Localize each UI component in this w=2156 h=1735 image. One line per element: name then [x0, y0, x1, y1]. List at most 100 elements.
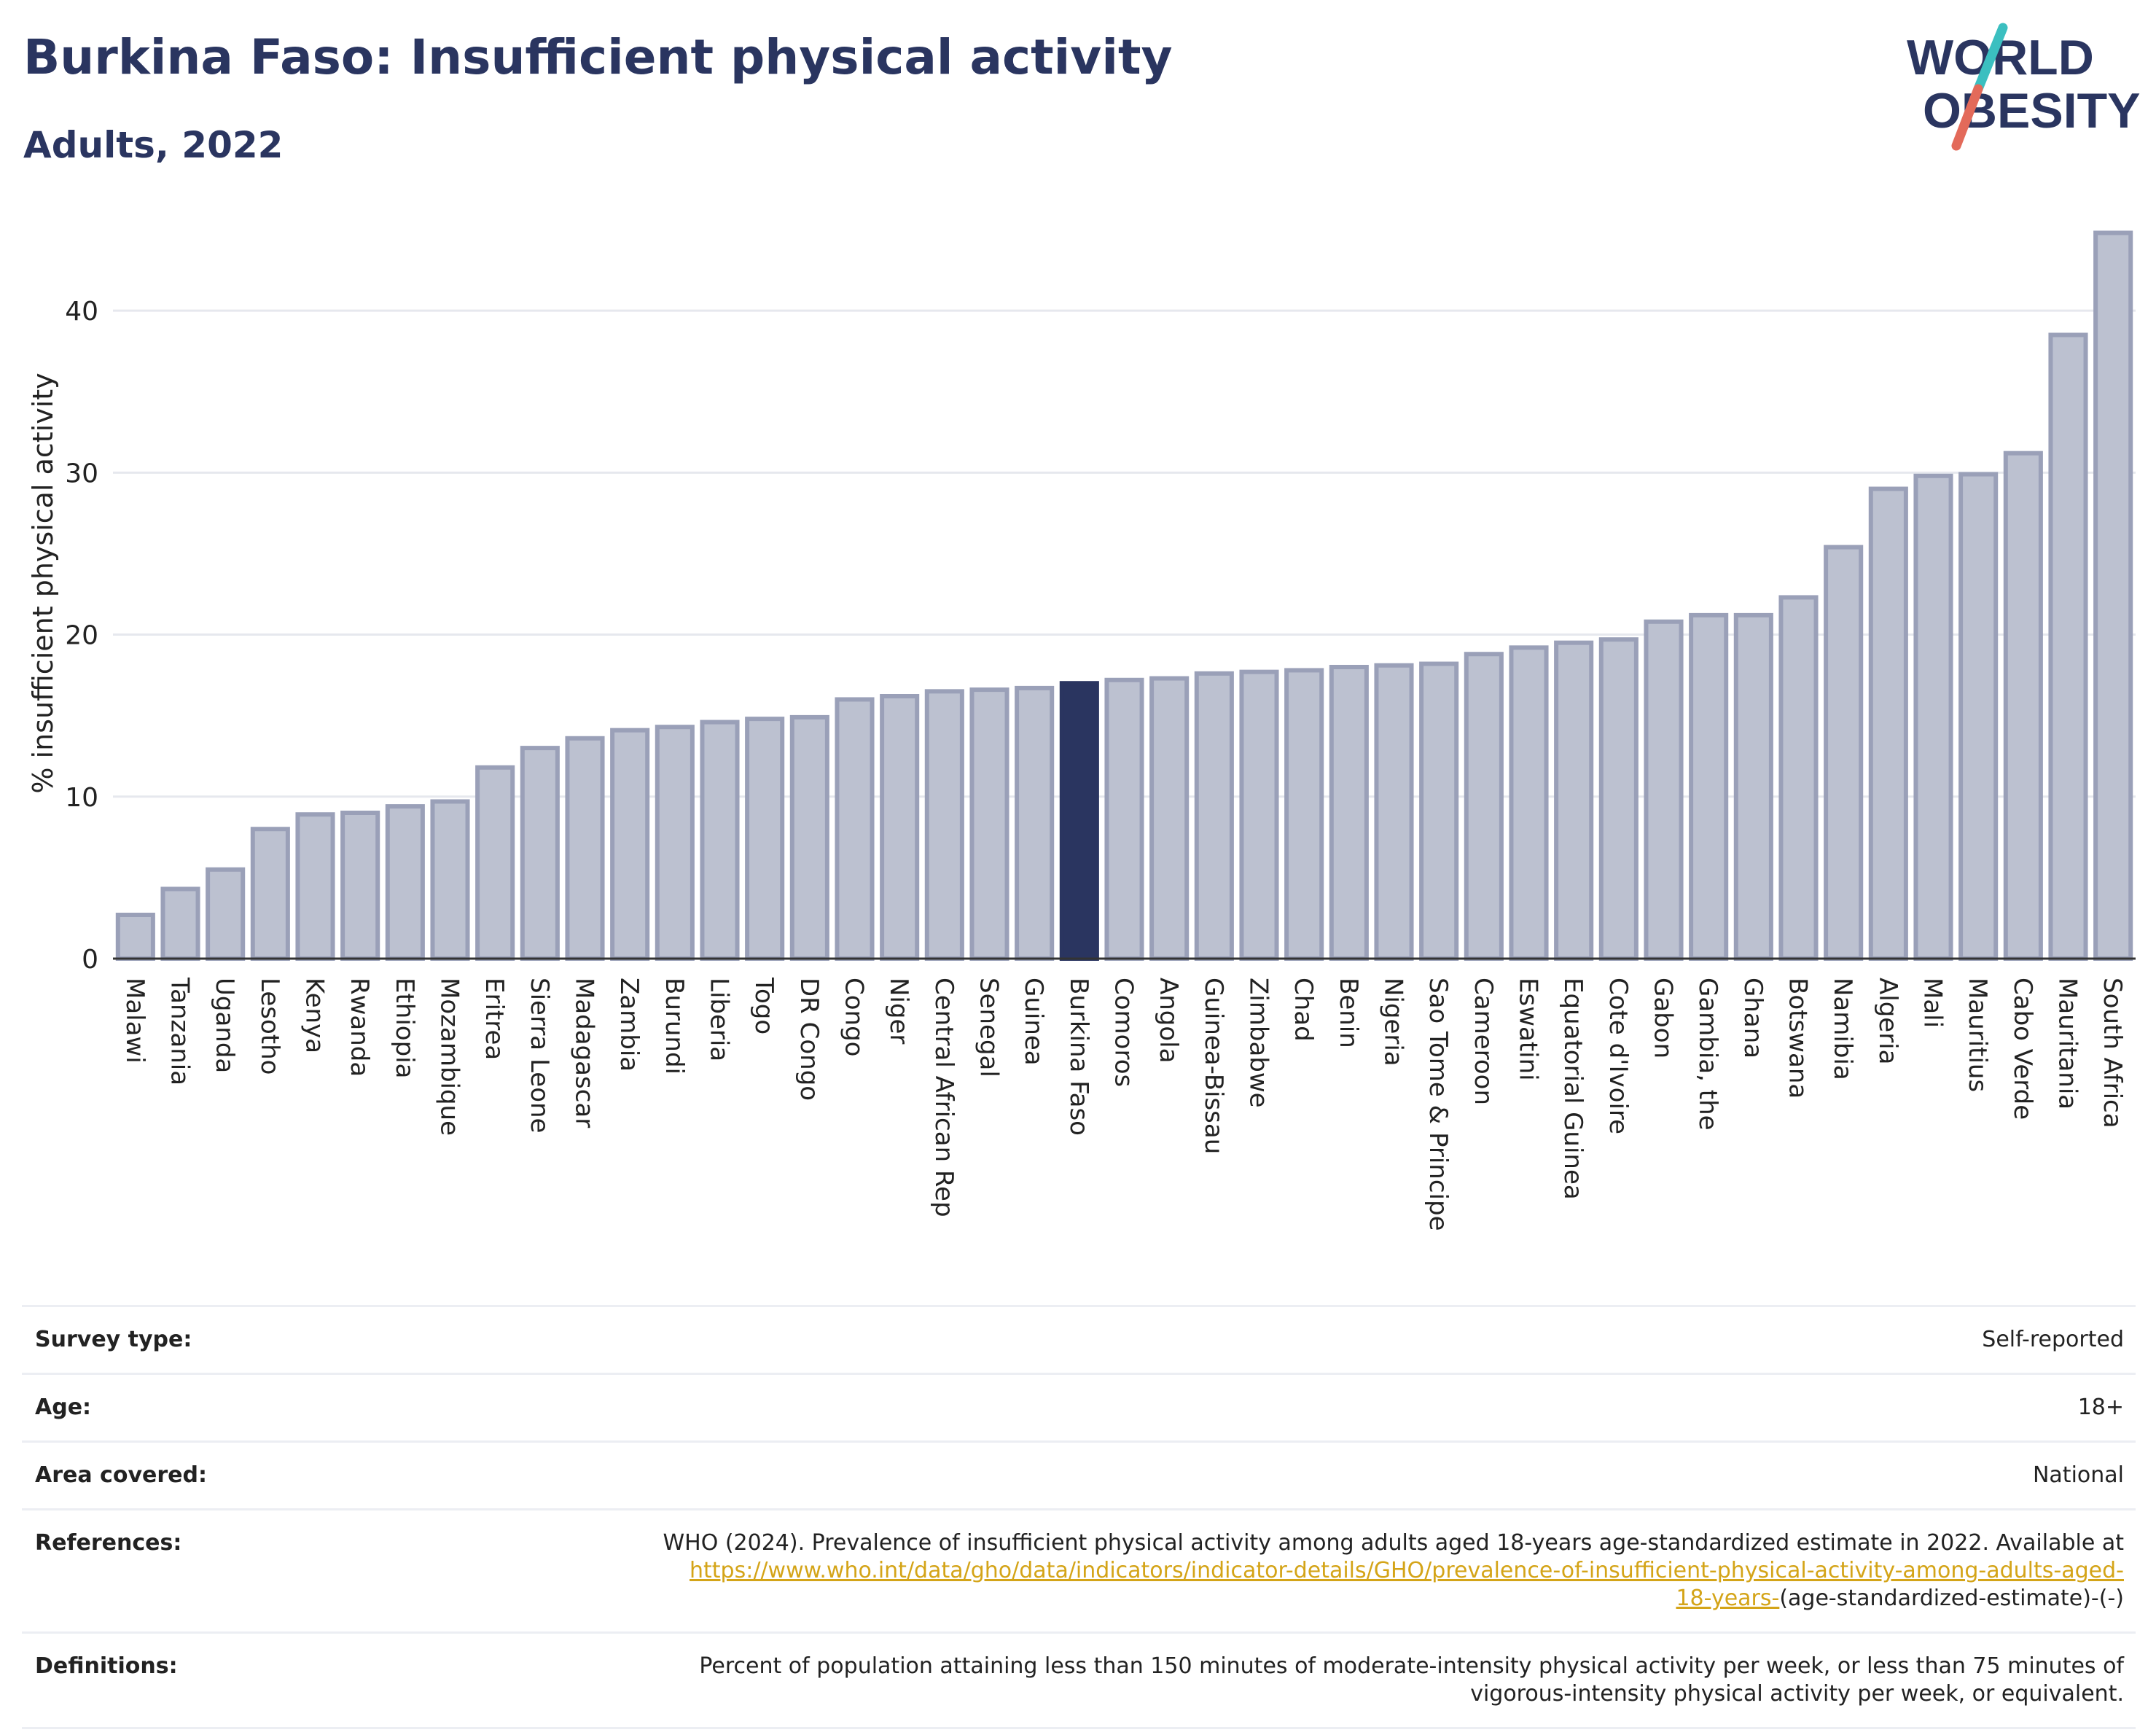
bar	[1958, 472, 1999, 961]
x-tick-label: Angola	[1154, 978, 1183, 1063]
x-tick-label: Gambia, the	[1693, 978, 1722, 1131]
bar	[2048, 332, 2088, 961]
x-tick-label: Central African Rep	[929, 978, 958, 1217]
bar	[1374, 663, 1414, 961]
bar	[1194, 671, 1234, 962]
bar	[565, 736, 605, 961]
bar	[1554, 640, 1594, 962]
bars	[115, 230, 2133, 962]
area-value: National	[2032, 1462, 2124, 1488]
bar	[1598, 637, 1639, 961]
x-tick-label: Equatorial Guinea	[1558, 978, 1587, 1200]
x-tick-labels: Malawi Tanzania Uganda Lesotho Kenya Rwanda Et…	[120, 977, 2127, 1231]
info-table: Survey type: Self-reported Age: 18+ Area…	[22, 1305, 2136, 1729]
references-value: WHO (2024). Prevalence of insufficient p…	[414, 1529, 2136, 1613]
x-tick-label: Sierra Leone	[525, 978, 554, 1133]
bar	[789, 714, 829, 962]
x-tick-label: Madagascar	[570, 978, 599, 1128]
area-label: Area covered:	[35, 1462, 207, 1488]
y-tick-label: 30	[65, 459, 98, 488]
bar	[340, 811, 380, 961]
world-obesity-logo: WORLD OBESITY	[1907, 23, 2141, 151]
bar	[700, 720, 740, 961]
x-tick-label: Benin	[1334, 978, 1363, 1048]
bar	[1015, 685, 1055, 962]
bar	[295, 812, 335, 961]
x-tick-label: Congo	[840, 978, 869, 1056]
survey-type-value: Self-reported	[1982, 1327, 2124, 1352]
bar	[1329, 665, 1369, 961]
x-tick-label: Cote d'Ivoire	[1604, 978, 1633, 1134]
bar	[385, 804, 425, 961]
x-tick-label: Burkina Faso	[1064, 978, 1093, 1136]
definitions-label: Definitions:	[35, 1653, 178, 1679]
bar	[2003, 451, 2043, 961]
y-tick-label: 0	[82, 945, 98, 975]
bar	[115, 913, 155, 961]
x-tick-label: Botswana	[1784, 978, 1813, 1099]
bar	[610, 728, 650, 962]
x-tick-label: Mauritius	[1963, 978, 1992, 1092]
bar	[430, 799, 470, 962]
references-link[interactable]: https://www.who.int/data/gho/data/indica…	[690, 1558, 2124, 1583]
bar	[1868, 486, 1908, 961]
age-row: Age: 18+	[22, 1373, 2136, 1440]
bar	[1419, 661, 1459, 961]
bar	[1778, 595, 1819, 961]
bar	[1913, 473, 1953, 961]
logo-slash-red	[1951, 84, 1983, 151]
bar	[1284, 668, 1324, 961]
x-tick-label: Cameroon	[1469, 978, 1498, 1105]
bar	[1059, 681, 1099, 961]
x-tick-label: Guinea	[1019, 978, 1048, 1066]
x-tick-label: Senegal	[975, 978, 1004, 1077]
x-tick-label: Zambia	[614, 978, 644, 1072]
bar	[2093, 230, 2133, 961]
bar-chart: 0 10 20 30 40 Malawi Tanzania Uganda Lesotho Ken…	[27, 230, 2136, 1231]
definitions-row: Definitions: Percent of population attai…	[22, 1631, 2136, 1729]
references-label: References:	[35, 1530, 182, 1556]
x-tick-label: Togo	[749, 977, 778, 1034]
x-tick-label: Sao Tome & Principe	[1423, 978, 1453, 1231]
y-axis-label: % insufficient physical activity	[27, 373, 59, 793]
bar	[1239, 669, 1279, 962]
x-tick-label: Ghana	[1738, 978, 1768, 1058]
x-tick-label: Uganda	[210, 978, 239, 1073]
bar	[250, 827, 290, 961]
x-tick-label: Nigeria	[1379, 978, 1408, 1067]
bar	[1464, 652, 1504, 961]
x-tick-label: Niger	[884, 978, 913, 1044]
bar	[1644, 619, 1684, 961]
y-tick-label: 20	[65, 621, 98, 651]
bar	[880, 694, 920, 961]
x-tick-label: Mauritania	[2053, 978, 2082, 1110]
page-title: Burkina Faso: Insufficient physical acti…	[23, 29, 1173, 85]
bar	[160, 886, 200, 962]
references-row: References: WHO (2024). Prevalence of in…	[22, 1508, 2136, 1631]
x-tick-label: Guinea-Bissau	[1199, 978, 1228, 1154]
x-tick-label: Chad	[1289, 978, 1318, 1042]
bar	[1733, 612, 1773, 962]
x-tick-label: Liberia	[705, 978, 734, 1061]
x-tick-label: Algeria	[1873, 978, 1902, 1064]
x-tick-label: Gabon	[1649, 978, 1678, 1058]
references-link-cont[interactable]: 18-years-	[1676, 1586, 1780, 1611]
x-tick-label: Rwanda	[345, 978, 374, 1077]
bar	[1689, 612, 1729, 962]
y-tick-labels: 0 10 20 30 40	[65, 297, 98, 975]
bar	[1104, 677, 1144, 961]
x-tick-label: Lesotho	[255, 978, 284, 1075]
bar	[206, 867, 246, 962]
x-tick-label: Eswatini	[1514, 978, 1543, 1081]
x-tick-label: Comoros	[1109, 978, 1138, 1087]
survey-type-row: Survey type: Self-reported	[22, 1305, 2136, 1373]
x-tick-label: Ethiopia	[390, 978, 419, 1078]
x-tick-label: Kenya	[300, 978, 329, 1053]
bar	[969, 687, 1009, 961]
x-tick-label: Namibia	[1828, 978, 1857, 1080]
x-tick-label: Zimbabwe	[1244, 978, 1273, 1108]
age-value: 18+	[2077, 1395, 2124, 1420]
bar	[520, 746, 560, 961]
x-tick-label: DR Congo	[794, 978, 824, 1101]
y-tick-label: 40	[65, 297, 98, 327]
